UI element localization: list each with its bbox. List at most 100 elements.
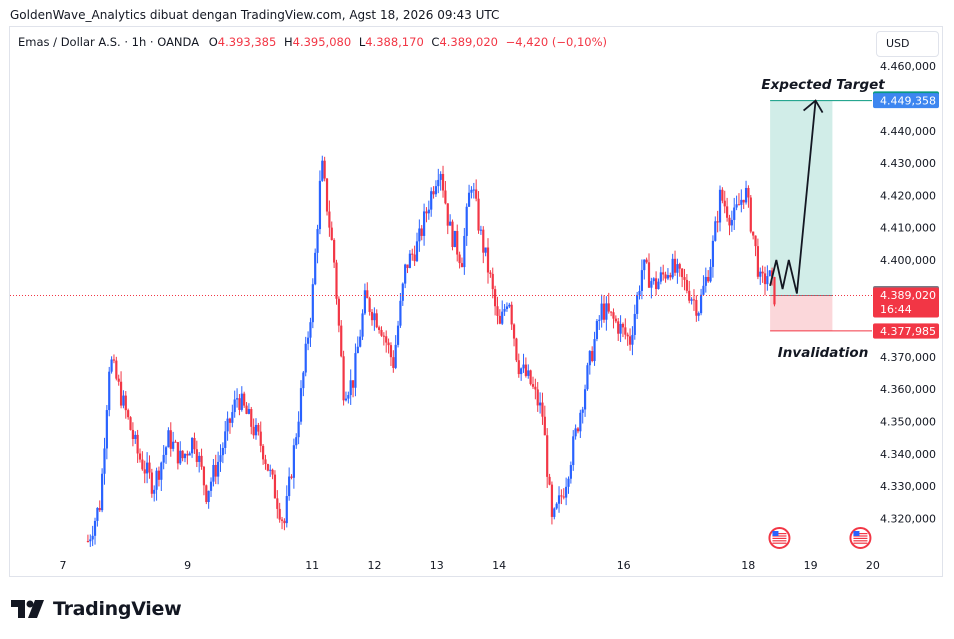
candle-body — [224, 431, 227, 448]
candle-body — [565, 486, 568, 498]
candle-body — [150, 472, 153, 494]
candle-body — [302, 372, 305, 389]
candle-body — [643, 259, 646, 271]
candle-body — [422, 211, 426, 236]
candle-body — [124, 395, 127, 411]
candle-body — [290, 476, 293, 478]
candle-body — [747, 187, 750, 198]
candle-body — [498, 315, 501, 324]
low-value: 4.388,170 — [365, 35, 424, 49]
candle-body — [628, 336, 632, 345]
candle-body — [602, 303, 606, 320]
candle-body — [297, 421, 300, 438]
candle-body — [662, 272, 665, 275]
candle-body — [347, 395, 350, 399]
candle-body — [276, 498, 279, 509]
x-tick-label: 13 — [430, 559, 444, 572]
candle-body — [262, 445, 265, 460]
candle-body — [695, 300, 698, 316]
candle-body — [179, 450, 182, 464]
candle-body — [271, 469, 274, 475]
symbol-info: Emas / Dollar A.S. · 1h · OANDA O4.393,3… — [18, 35, 607, 49]
event-flag-stripe — [853, 537, 868, 539]
candle-body — [688, 290, 691, 301]
currency-button[interactable]: USD — [876, 31, 939, 57]
candle-body — [193, 438, 196, 450]
candle-body — [583, 389, 587, 410]
candle-body — [666, 275, 670, 279]
candle-body — [536, 389, 539, 406]
candle-body — [375, 313, 378, 328]
candle-body — [754, 235, 757, 247]
candle-body — [714, 221, 717, 241]
candle-body — [247, 409, 251, 414]
candle-body — [101, 473, 104, 511]
candle-body — [408, 253, 411, 268]
candle-body — [595, 320, 599, 340]
candle-body — [164, 447, 168, 455]
candle-body — [673, 258, 677, 273]
candle-body — [626, 334, 629, 337]
annotation-label: Expected Target — [761, 77, 885, 93]
candle-body — [721, 189, 724, 201]
price-label-box — [873, 287, 939, 318]
x-tick-label: 18 — [741, 559, 755, 572]
candle-body — [735, 204, 738, 208]
candle-body — [479, 229, 483, 231]
candle-body — [600, 303, 603, 320]
candle-body — [418, 228, 421, 242]
candle-body — [337, 298, 340, 326]
candle-body — [560, 495, 563, 497]
candle-body — [496, 306, 499, 316]
candle-body — [96, 507, 99, 521]
candle-body — [522, 364, 525, 369]
candle-body — [477, 198, 480, 231]
candle-body — [127, 410, 130, 418]
candle-body — [354, 353, 357, 388]
candle-body — [510, 304, 513, 325]
candle-body — [437, 179, 440, 187]
candle-body — [449, 221, 452, 226]
candle-body — [155, 470, 158, 490]
candle-body — [534, 386, 537, 390]
candle-body — [678, 264, 681, 269]
candle-body — [316, 229, 319, 253]
y-tick-label: 4.410,000 — [880, 222, 936, 235]
candle-body — [491, 273, 494, 290]
candle-body — [529, 370, 532, 385]
candle-body — [205, 485, 208, 502]
candle-body — [351, 380, 355, 388]
candle-body — [728, 217, 731, 226]
candle-body — [633, 313, 636, 335]
candle-body — [465, 206, 468, 236]
candle-body — [598, 319, 601, 321]
candle-body — [541, 402, 544, 417]
candle-body — [288, 476, 291, 497]
candle-body — [650, 281, 653, 288]
candle-body — [321, 160, 324, 181]
candle-body — [243, 393, 246, 406]
candle-body — [453, 230, 456, 247]
candle-body — [134, 434, 137, 439]
candle-body — [141, 459, 144, 470]
candle-body — [681, 268, 684, 278]
candle-body — [463, 235, 466, 268]
candle-body — [108, 371, 111, 411]
candle-body — [612, 312, 615, 319]
x-tick-label: 7 — [60, 559, 67, 572]
candle-body — [572, 436, 575, 466]
candle-body — [387, 342, 390, 346]
candle-body — [574, 428, 577, 437]
candle-body — [467, 192, 471, 207]
candle-body — [546, 435, 549, 477]
candle-body — [586, 365, 589, 390]
candle-body — [389, 345, 393, 358]
candle-body — [349, 380, 352, 396]
event-flag-stripe — [772, 542, 787, 544]
candle-body — [709, 266, 712, 282]
candle-body — [283, 520, 286, 524]
candle-body — [361, 313, 364, 337]
candle-body — [766, 276, 769, 285]
candle-body — [512, 324, 516, 339]
